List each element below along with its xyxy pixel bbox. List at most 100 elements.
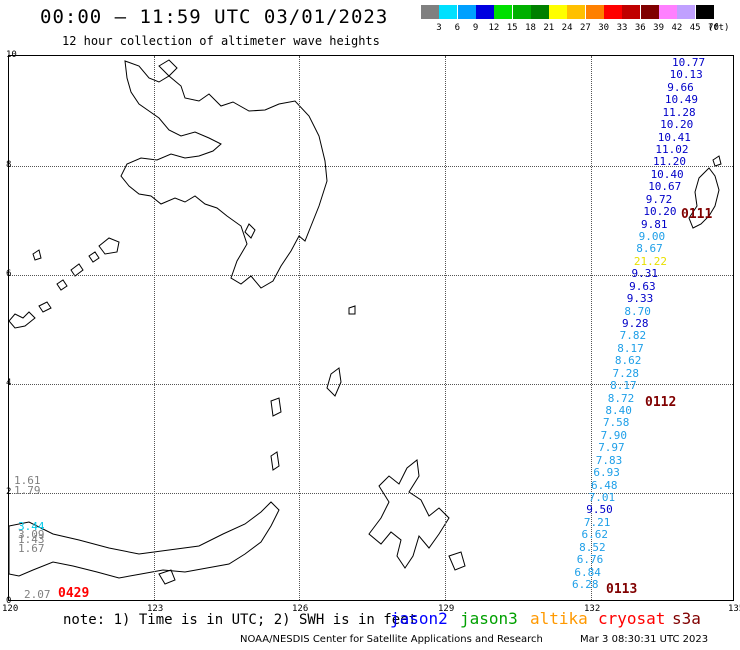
longitude-label: 120 — [2, 604, 19, 614]
grid-line-lat — [9, 493, 733, 494]
wave-height-value: 1.67 — [18, 542, 45, 555]
legend-label: 70 — [708, 23, 719, 33]
legend-swatch — [549, 5, 568, 19]
legend-swatch — [658, 5, 677, 19]
legend-label: 30 — [598, 23, 610, 33]
wave-height-value: 9.00 — [638, 230, 666, 243]
legend-swatch — [512, 5, 531, 19]
longitude-label: 126 — [292, 604, 309, 614]
latitude-label: 10 — [6, 50, 17, 60]
wave-height-value: 10.13 — [669, 68, 703, 82]
map-area — [8, 55, 734, 601]
wave-height-value: 8.72 — [607, 391, 635, 405]
wave-height-value: 7.58 — [602, 416, 630, 430]
longitude-label: 132 — [584, 604, 601, 614]
wave-height-value: 7.90 — [600, 428, 628, 442]
legend-unit: (ft) — [707, 23, 730, 33]
legend-swatch — [604, 5, 622, 19]
wave-height-value: 8.67 — [636, 242, 663, 256]
wave-height-value: 21.22 — [633, 254, 668, 268]
satellite-name: s3a — [672, 609, 701, 628]
satellite-name: jason3 — [460, 609, 518, 628]
grid-line-lat — [9, 275, 733, 276]
footer-note: note: 1) Time is in UTC; 2) SWH is in fe… — [63, 612, 418, 628]
grid-line-lon — [154, 56, 155, 600]
wave-height-value: 8.62 — [614, 354, 642, 368]
wave-height-value: 3.44 — [18, 520, 45, 533]
legend-swatch — [439, 5, 458, 19]
wave-height-value: 3.09 — [18, 528, 45, 541]
wave-height-value: 10.41 — [657, 130, 691, 144]
wave-height-value: 7.83 — [595, 453, 623, 467]
legend-label: 18 — [525, 23, 536, 33]
wave-height-value: 8.17 — [610, 379, 637, 393]
wave-height-value: 9.63 — [629, 279, 656, 293]
wave-height-value: 11.02 — [655, 143, 689, 156]
legend-swatch — [421, 5, 439, 19]
legend-swatch — [494, 5, 513, 19]
wave-height-value: 11.20 — [652, 155, 687, 169]
legend-swatch — [585, 5, 604, 19]
legend-label: 36 — [634, 23, 646, 33]
legend-label: 6 — [454, 23, 460, 33]
grid-line-lat — [9, 384, 733, 385]
legend-label: 9 — [472, 23, 479, 33]
legend-swatch — [457, 5, 476, 19]
legend-swatch — [622, 5, 641, 19]
coastline-outlines — [9, 59, 722, 585]
legend-label: 24 — [561, 23, 573, 33]
wave-height-value: 8.40 — [605, 404, 632, 417]
wave-height-value: 7.97 — [598, 441, 625, 455]
wave-height-value: 11.28 — [662, 105, 696, 119]
legend-swatch — [567, 5, 586, 19]
map-title: 00:00 – 11:59 UTC 03/01/2023 — [40, 6, 389, 28]
latitude-label: 8 — [6, 160, 12, 170]
legend-swatch — [530, 5, 549, 19]
legend-label: 33 — [616, 23, 628, 33]
legend-swatch — [640, 5, 659, 19]
track-time-label: 0113 — [606, 582, 638, 597]
wave-height-value: 10.67 — [648, 180, 682, 194]
track-time-label: 0112 — [645, 395, 677, 410]
wave-height-value: 9.50 — [586, 503, 613, 517]
footer-timestamp: Mar 3 08:30:31 UTC 2023 — [580, 634, 709, 645]
wave-height-value: 9.31 — [631, 267, 659, 281]
satellite-name: cryosat — [598, 609, 666, 628]
wave-height-value: 1.43 — [18, 533, 45, 546]
legend-label: 45 — [689, 23, 701, 33]
wave-height-value: 1.79 — [14, 484, 41, 497]
wave-height-value: 6.48 — [591, 478, 618, 492]
wave-height-value: 8.70 — [624, 304, 651, 318]
longitude-label: 129 — [438, 604, 455, 614]
wave-height-value: 7.82 — [619, 329, 647, 343]
legend-label: 42 — [671, 23, 683, 33]
legend-label: 27 — [579, 23, 591, 33]
wave-height-value: 2.07 — [24, 588, 51, 601]
wave-height-value: 8.52 — [579, 540, 606, 554]
legend-label: 3 — [436, 23, 442, 33]
grid-line-lon — [445, 56, 446, 600]
wave-height-value: 9.72 — [645, 192, 673, 206]
satellite-name: jason2 — [390, 609, 448, 628]
latitude-label: 0 — [6, 596, 12, 606]
wave-height-value: 7.21 — [583, 515, 611, 529]
wave-height-value: 10.20 — [660, 118, 694, 132]
wave-height-value: 9.81 — [641, 217, 668, 231]
track-time-label: 0111 — [681, 207, 713, 222]
wave-height-value: 6.28 — [572, 578, 599, 591]
footer-credit: NOAA/NESDIS Center for Satellite Applica… — [240, 634, 543, 645]
satellite-name: altika — [530, 609, 588, 628]
wave-height-value: 7.01 — [588, 491, 616, 504]
wave-height-value: 6.62 — [581, 528, 609, 542]
legend-swatch — [475, 5, 494, 19]
longitude-label: 135 — [728, 604, 740, 614]
latitude-label: 6 — [6, 269, 12, 279]
wave-height-value: 8.17 — [617, 341, 644, 355]
wave-height-value: 6.84 — [574, 565, 601, 579]
wave-height-value: 10.77 — [672, 56, 706, 69]
legend-swatch — [677, 5, 696, 19]
latitude-label: 2 — [6, 487, 12, 497]
legend-label: 15 — [506, 23, 518, 33]
legend-label: 12 — [488, 23, 500, 33]
legend-label: 21 — [543, 23, 555, 33]
